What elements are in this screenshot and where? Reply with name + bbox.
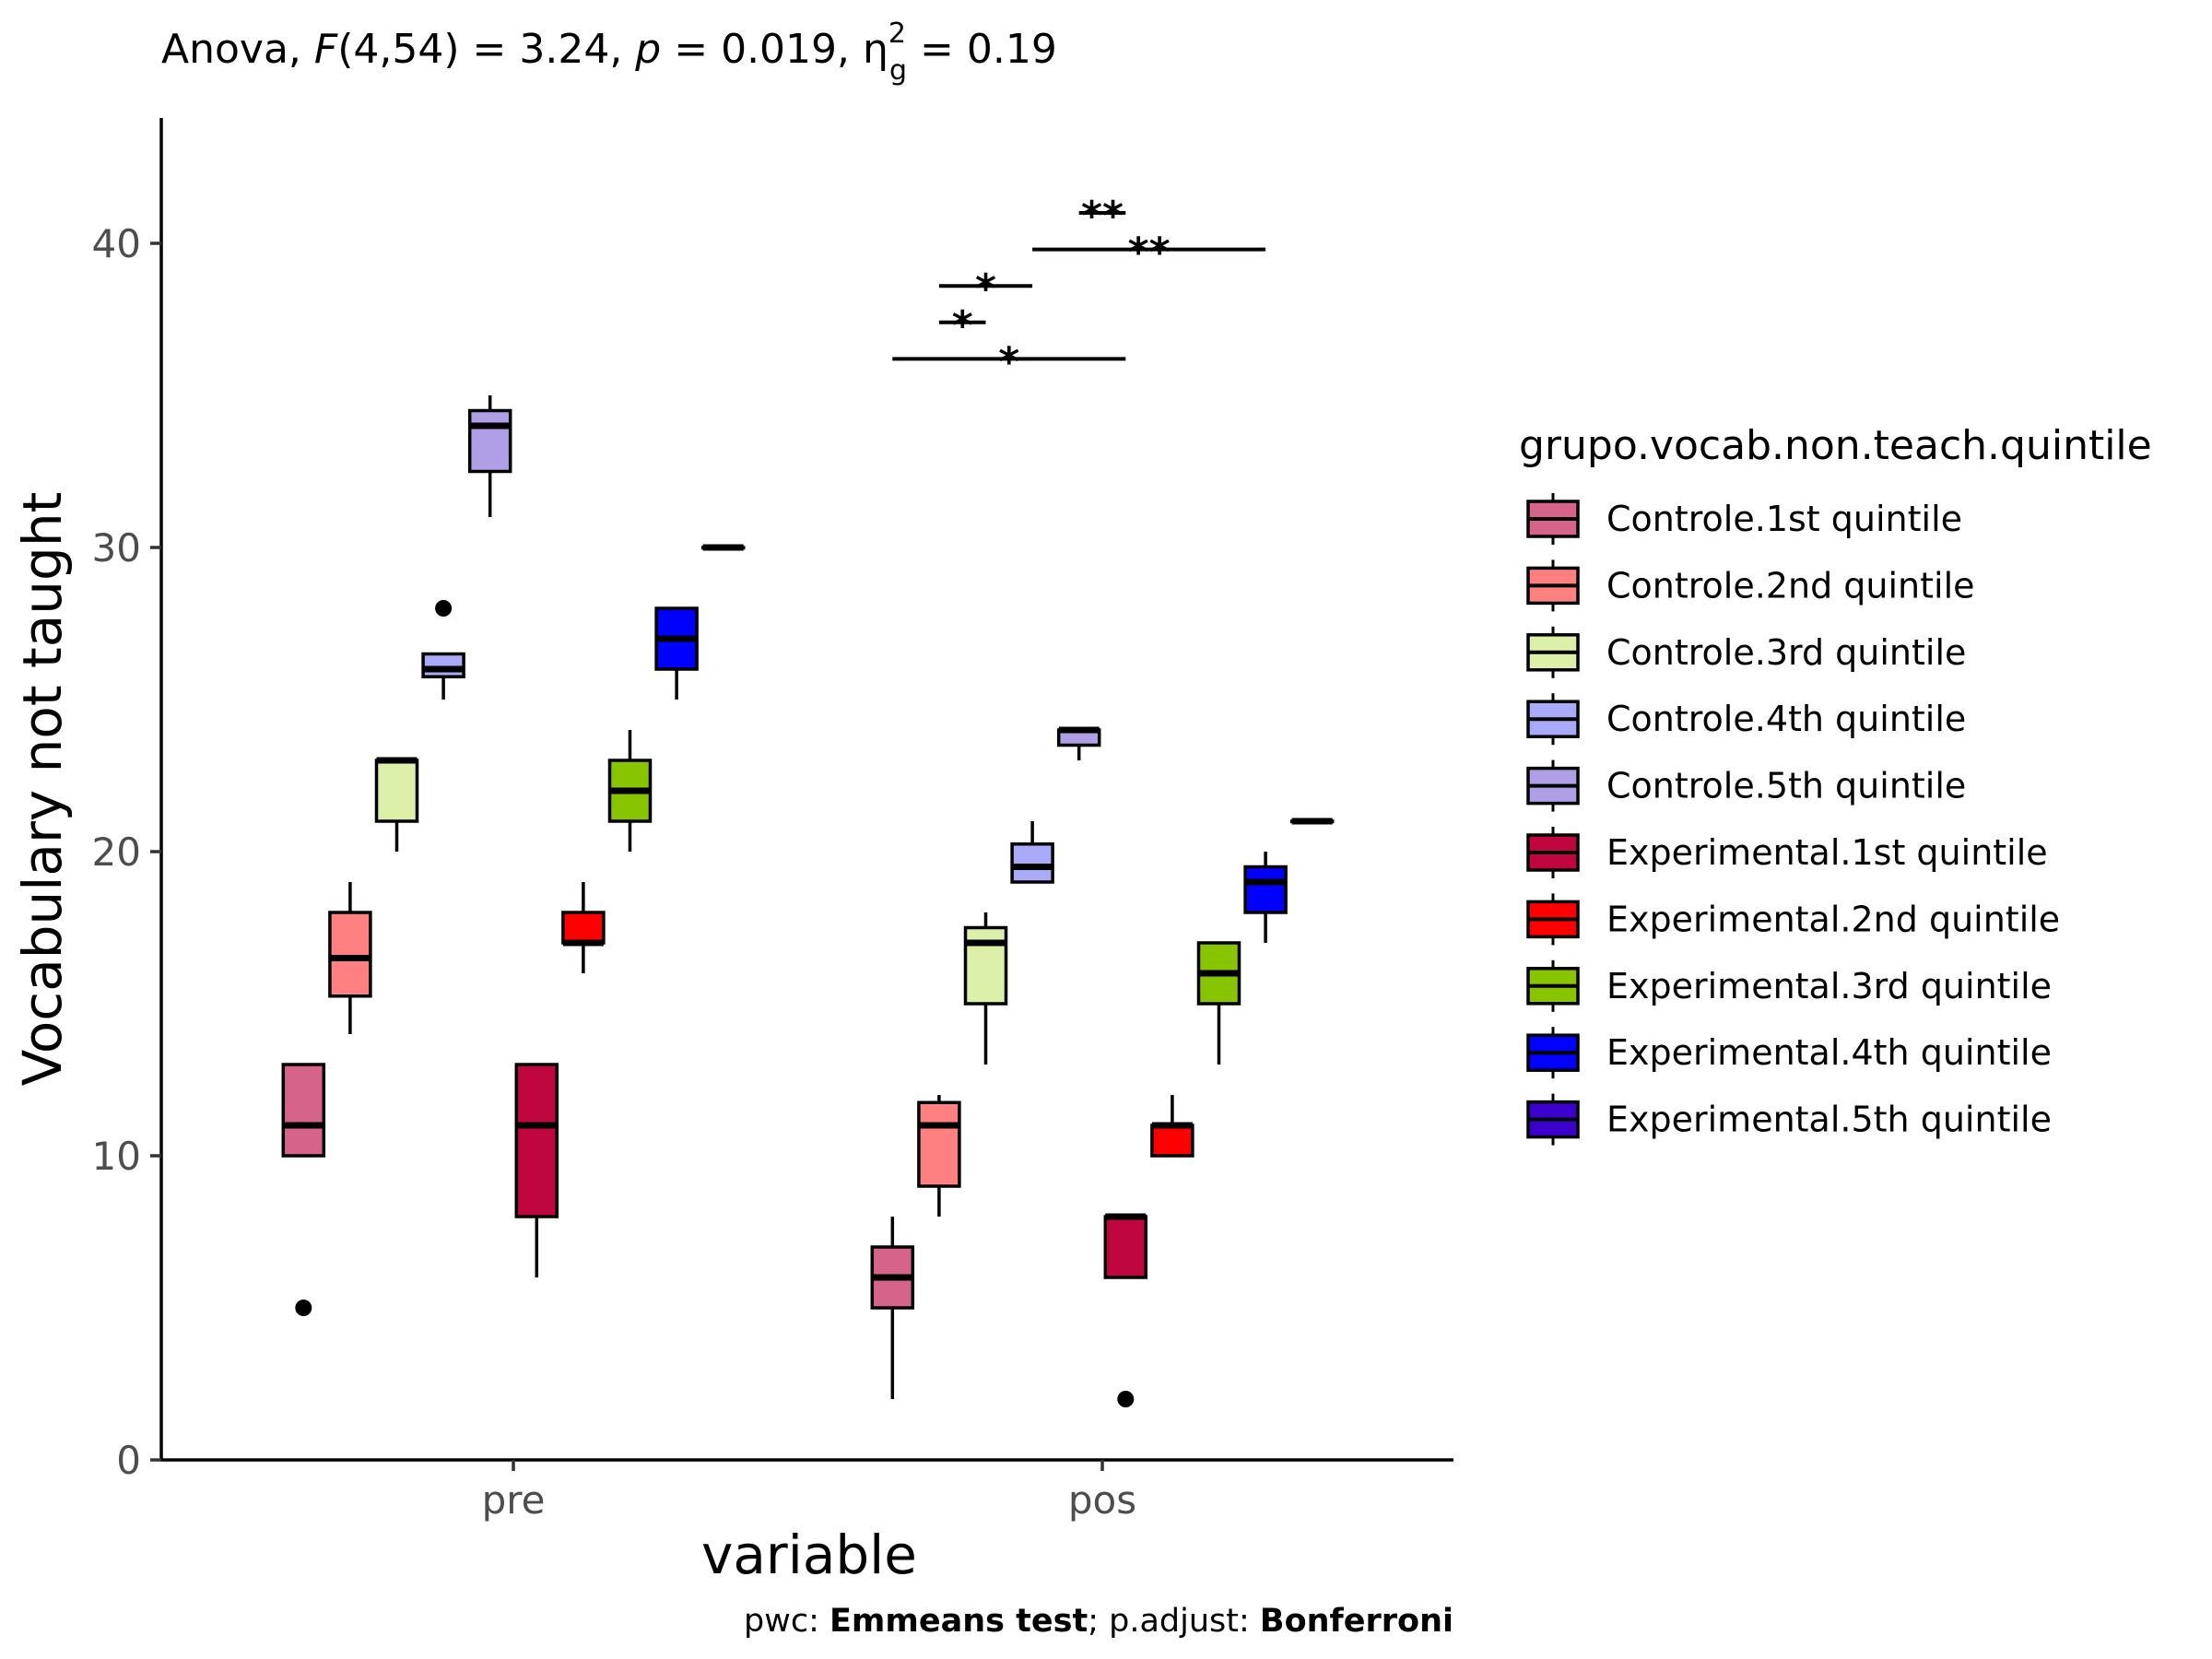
- box-pos-10: [1289, 818, 1335, 825]
- legend-label: Experimental.3rd quintile: [1606, 966, 2052, 1006]
- caption-adjust-prefix: ; p.adjust:: [1088, 1603, 1260, 1640]
- plot-area: [281, 395, 1335, 1407]
- box-body: [963, 925, 1008, 1006]
- box-pre-2: [328, 882, 372, 1034]
- legend-label: Controle.5th quintile: [1606, 766, 1966, 806]
- x-axis-title: variable: [701, 1524, 917, 1586]
- caption-pwc-method: Emmeans test: [830, 1603, 1088, 1640]
- legend-label: Controle.4th quintile: [1606, 699, 1966, 739]
- subtitle-p-label: p: [634, 26, 661, 73]
- box-pos-8: [1196, 941, 1241, 1065]
- y-tick-label: 10: [92, 1134, 141, 1179]
- box-pos-2: [917, 1095, 961, 1217]
- significance-label: **: [1128, 229, 1171, 276]
- subtitle-p-value: = 0.019, η: [661, 26, 888, 73]
- box-pos-6: [1103, 1213, 1148, 1407]
- y-tick-label: 40: [92, 221, 141, 266]
- box-pre-10: [700, 544, 746, 551]
- x-tick-label: pre: [482, 1477, 546, 1523]
- chart-caption: pwc: Emmeans test; p.adjust: Bonferroni: [744, 1603, 1453, 1640]
- outlier-point: [435, 600, 453, 617]
- caption-pwc-prefix: pwc:: [744, 1603, 830, 1640]
- box-pre-8: [607, 730, 653, 852]
- box-body: [917, 1100, 961, 1188]
- box-pos-5: [1056, 726, 1101, 760]
- box-pre-6: [514, 1063, 559, 1277]
- significance-bracket: *: [938, 302, 986, 349]
- significance-bracket: *: [938, 265, 1033, 312]
- box-pos-7: [1150, 1095, 1194, 1158]
- box-body: [467, 408, 512, 474]
- box-body: [421, 652, 465, 678]
- legend: grupo.vocab.non.teach.quintile Controle.…: [1519, 422, 2152, 1146]
- legend-label: Experimental.4th quintile: [1606, 1032, 2052, 1073]
- significance-label: *: [998, 338, 1019, 385]
- box-body: [281, 1063, 326, 1158]
- box-body: [1010, 842, 1054, 884]
- y-tick-label: 20: [92, 830, 141, 875]
- legend-label: Experimental.5th quintile: [1606, 1100, 2052, 1140]
- legend-item: Experimental.4th quintile: [1526, 1027, 2052, 1079]
- y-tick-label: 30: [92, 525, 141, 571]
- box-pre-7: [561, 882, 606, 973]
- y-tick-label: 0: [116, 1438, 141, 1483]
- legend-item: Experimental.3rd quintile: [1526, 959, 2052, 1012]
- legend-item: Experimental.5th quintile: [1526, 1093, 2052, 1146]
- axes: 0 10 20 30 40 pre pos: [92, 118, 1453, 1523]
- legend-label: Controle.1st quintile: [1606, 499, 1962, 539]
- box-body: [1243, 865, 1288, 914]
- caption-adjust-method: Bonferroni: [1260, 1603, 1453, 1640]
- subtitle-df: (4,54) = 3.24,: [337, 26, 635, 73]
- significance-label: *: [975, 265, 996, 312]
- subtitle-prefix: Anova,: [161, 26, 314, 73]
- legend-item: Controle.3rd quintile: [1526, 626, 1966, 678]
- significance-bracket: **: [1078, 193, 1126, 240]
- legend-item: Controle.4th quintile: [1526, 693, 1966, 746]
- legend-label: Experimental.1st quintile: [1606, 832, 2048, 873]
- box-pre-3: [374, 757, 419, 852]
- outlier-point: [1117, 1391, 1135, 1407]
- box-pos-9: [1243, 852, 1288, 943]
- box-body: [328, 911, 372, 998]
- legend-item: Controle.2nd quintile: [1526, 559, 1975, 612]
- box-pre-5: [467, 395, 512, 517]
- legend-label: Controle.2nd quintile: [1606, 565, 1975, 606]
- legend-item: Experimental.1st quintile: [1526, 827, 2048, 878]
- significance-label: **: [1081, 193, 1124, 240]
- legend-item: Controle.5th quintile: [1526, 759, 1966, 812]
- significance-bracket: *: [892, 338, 1126, 385]
- subtitle-stat: F: [314, 26, 338, 73]
- subtitle-eta-sup: 2: [888, 18, 906, 50]
- box-pre-9: [654, 606, 699, 700]
- box-pre-1: [281, 1063, 326, 1316]
- box-pre-4: [421, 600, 465, 700]
- box-pos-1: [870, 1217, 915, 1399]
- legend-item: Experimental.2nd quintile: [1526, 893, 2060, 946]
- subtitle-eta-value: = 0.19: [907, 26, 1057, 73]
- legend-label: Controle.3rd quintile: [1606, 632, 1966, 673]
- x-tick-label: pos: [1068, 1477, 1136, 1523]
- subtitle-eta-sub: g: [889, 54, 907, 87]
- box-body: [561, 911, 606, 945]
- outlier-point: [295, 1300, 312, 1316]
- legend-label: Experimental.2nd quintile: [1606, 899, 2060, 939]
- y-axis-title: Vocabulary not taught: [11, 492, 74, 1087]
- box-body: [514, 1063, 559, 1218]
- box-body: [1103, 1215, 1148, 1279]
- significance-annotations: *******: [892, 193, 1266, 385]
- significance-bracket: **: [1032, 229, 1266, 276]
- legend-title: grupo.vocab.non.teach.quintile: [1519, 422, 2152, 469]
- significance-label: *: [952, 302, 973, 349]
- box-pos-3: [963, 912, 1008, 1065]
- box-pos-4: [1010, 821, 1054, 884]
- box-body: [1150, 1124, 1194, 1158]
- chart-subtitle: Anova, F(4,54) = 3.24, p = 0.019, η2 g = …: [161, 18, 1057, 87]
- legend-item: Controle.1st quintile: [1526, 493, 1962, 545]
- box-body: [374, 759, 419, 823]
